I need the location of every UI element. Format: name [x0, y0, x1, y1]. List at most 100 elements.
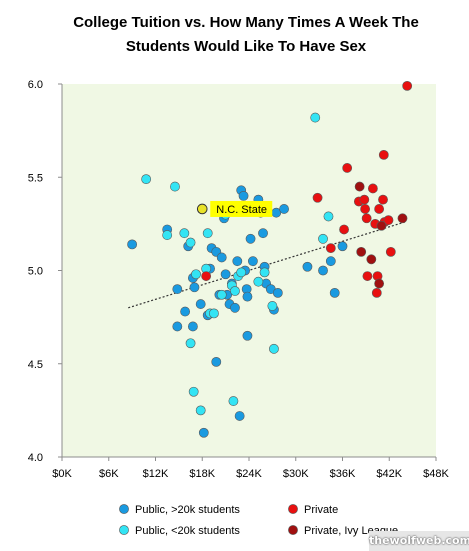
data-point-series-3	[376, 220, 387, 231]
data-point-series-1	[216, 289, 227, 300]
y-tick-label: 5.5	[28, 172, 43, 184]
data-point-series-0	[195, 299, 206, 309]
data-point-series-3	[356, 246, 367, 257]
data-point-series-2	[362, 271, 373, 281]
data-point-series-2	[402, 80, 413, 91]
legend-swatch	[119, 504, 129, 514]
data-point-series-1	[188, 386, 199, 397]
data-point-series-0	[318, 265, 328, 276]
data-point-series-0	[302, 261, 313, 272]
data-point-series-2	[312, 192, 323, 203]
x-tick-label: $18K	[189, 468, 215, 480]
legend-label: Public, <20k students	[135, 525, 240, 537]
data-point-series-2	[201, 271, 212, 281]
data-point-series-2	[378, 194, 388, 205]
data-point-series-0	[189, 282, 200, 293]
data-point-series-3	[366, 254, 377, 265]
x-tick-label: $30K	[283, 468, 309, 480]
data-point-series-1	[162, 230, 173, 240]
y-axis-ticks: 4.0 4.5 5.0 5.5 6.0	[28, 79, 62, 464]
data-point-series-0	[172, 284, 183, 295]
annotation-group: N.C. State	[196, 200, 273, 217]
y-tick-label: 4.5	[28, 359, 43, 371]
data-point-series-1	[141, 174, 152, 185]
annotation-label-bg	[210, 200, 273, 217]
legend: Public, >20k students Private Public, <20k…	[119, 504, 398, 537]
data-point-series-0	[258, 228, 268, 239]
data-point-series-1	[179, 228, 190, 239]
data-point-series-1	[195, 405, 206, 416]
data-point-series-2	[342, 163, 353, 173]
data-point-series-1	[259, 267, 270, 278]
watermark: thewolfweb.com	[369, 531, 469, 551]
legend-swatch	[119, 525, 129, 535]
data-point-series-1	[267, 301, 278, 311]
data-point-series-0	[216, 252, 227, 263]
data-point-series-2	[385, 246, 396, 257]
data-point-series-1	[318, 233, 328, 244]
data-point-series-1	[202, 228, 213, 239]
data-point-series-1	[323, 211, 334, 222]
data-point-series-0	[234, 411, 245, 421]
data-point-series-0	[198, 427, 209, 438]
data-point-series-0	[329, 287, 340, 298]
x-tick-label: $6K	[99, 468, 119, 480]
data-point-series-0	[325, 256, 336, 267]
annotation-marker	[196, 203, 208, 215]
data-point-series-1	[230, 286, 240, 296]
data-point-series-1	[170, 181, 180, 192]
annotation-label: N.C. State	[216, 204, 267, 216]
y-tick-label: 4.0	[28, 452, 43, 464]
data-point-series-0	[242, 291, 253, 302]
data-point-series-0	[272, 287, 283, 298]
data-point-series-0	[180, 306, 191, 317]
data-point-series-2	[325, 243, 336, 254]
data-point-series-1	[236, 267, 247, 278]
legend-label: Public, >20k students	[135, 504, 240, 516]
legend-label: Private	[304, 504, 338, 516]
legend-swatch	[288, 525, 298, 535]
chart-title-line-1: College Tuition vs. How Many Times A Wee…	[73, 14, 419, 31]
data-point-series-3	[354, 181, 365, 192]
data-point-series-0	[187, 321, 198, 332]
data-point-series-1	[209, 308, 219, 319]
data-point-series-0	[172, 321, 183, 332]
data-point-series-0	[220, 269, 231, 280]
data-point-series-2	[367, 183, 378, 194]
data-point-series-0	[127, 239, 138, 250]
x-tick-label: $36K	[330, 468, 356, 480]
data-point-series-2	[378, 149, 389, 160]
x-tick-label: $0K	[52, 468, 72, 480]
data-point-series-0	[279, 204, 289, 214]
data-point-series-1	[185, 237, 196, 248]
y-tick-label: 5.0	[28, 266, 43, 278]
data-point-series-1	[228, 396, 239, 406]
x-tick-label: $48K	[423, 468, 449, 480]
data-point-series-3	[374, 278, 385, 289]
data-point-series-2	[374, 204, 385, 214]
y-tick-label: 6.0	[28, 79, 43, 91]
data-point-series-0	[337, 241, 348, 252]
data-point-series-2	[359, 194, 370, 205]
data-point-series-1	[310, 112, 321, 123]
data-point-series-0	[232, 256, 243, 267]
data-point-series-2	[383, 215, 394, 226]
x-tick-label: $24K	[236, 468, 262, 480]
data-point-series-2	[339, 224, 349, 235]
data-point-series-0	[230, 302, 240, 313]
x-tick-label: $12K	[143, 468, 169, 480]
data-point-series-3	[397, 213, 408, 224]
data-point-series-1	[253, 276, 264, 287]
x-axis-ticks: $0K $6K $12K $18K $24K $30K $36K $42K $48K	[52, 457, 450, 480]
data-point-series-2	[371, 287, 382, 298]
data-point-series-0	[247, 256, 258, 267]
data-point-series-1	[191, 269, 201, 280]
x-tick-label: $42K	[376, 468, 402, 480]
data-point-series-1	[185, 338, 196, 349]
data-point-series-0	[242, 330, 253, 341]
chart-title-line-2: Students Would Like To Have Sex	[126, 38, 367, 55]
legend-swatch	[288, 504, 298, 514]
data-point-series-0	[211, 356, 222, 367]
data-point-series-1	[269, 343, 279, 354]
